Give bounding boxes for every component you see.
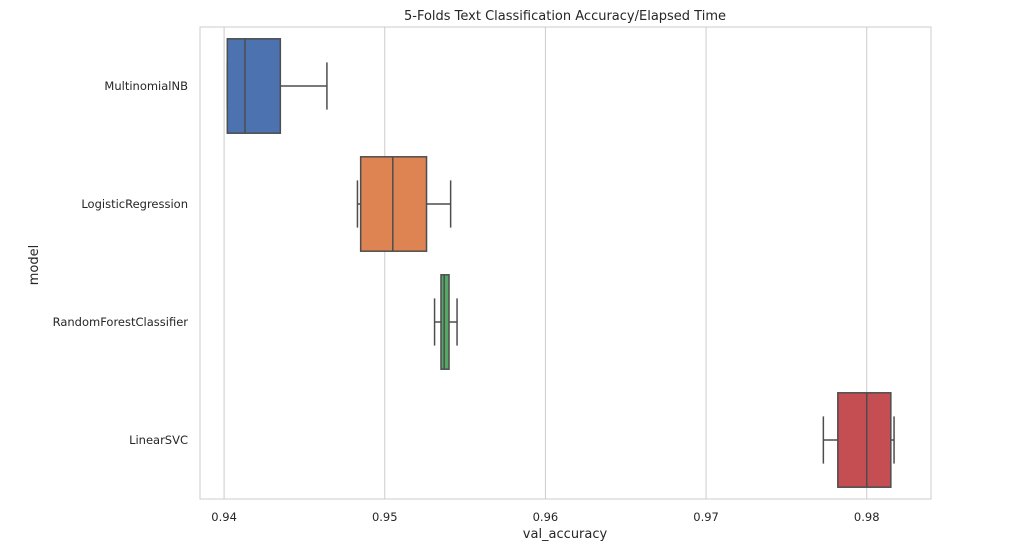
x-axis-label: val_accuracy [523,527,608,542]
y-tick-labels: MultinomialNB LogisticRegression RandomFor… [53,79,189,447]
y-tick-label: MultinomialNB [104,79,188,93]
x-tick-label: 0.94 [211,510,237,524]
x-tick-labels: 0.94 0.95 0.96 0.97 0.98 [211,510,879,524]
box-iqr [226,38,282,134]
box-randomforestclassifier [433,274,458,370]
boxes [226,38,895,488]
y-tick-label: RandomForestClassifier [53,315,189,329]
x-tick-label: 0.96 [533,510,559,524]
x-tick-label: 0.95 [372,510,398,524]
box-multinomialnb [226,38,328,134]
box-iqr [837,392,892,488]
x-tick-label: 0.97 [693,510,719,524]
y-tick-label: LinearSVC [129,433,188,447]
box-iqr [359,156,428,252]
box-linearsvc [822,392,895,488]
box-logisticregression [356,156,452,252]
plot-frame [199,26,932,500]
x-tick-label: 0.98 [854,510,880,524]
y-tick-label: LogisticRegression [81,197,188,211]
y-axis-label: model [27,245,42,285]
chart-title: 5-Folds Text Classification Accuracy/Ela… [404,9,726,24]
grid [223,27,868,499]
box-iqr [440,274,450,370]
